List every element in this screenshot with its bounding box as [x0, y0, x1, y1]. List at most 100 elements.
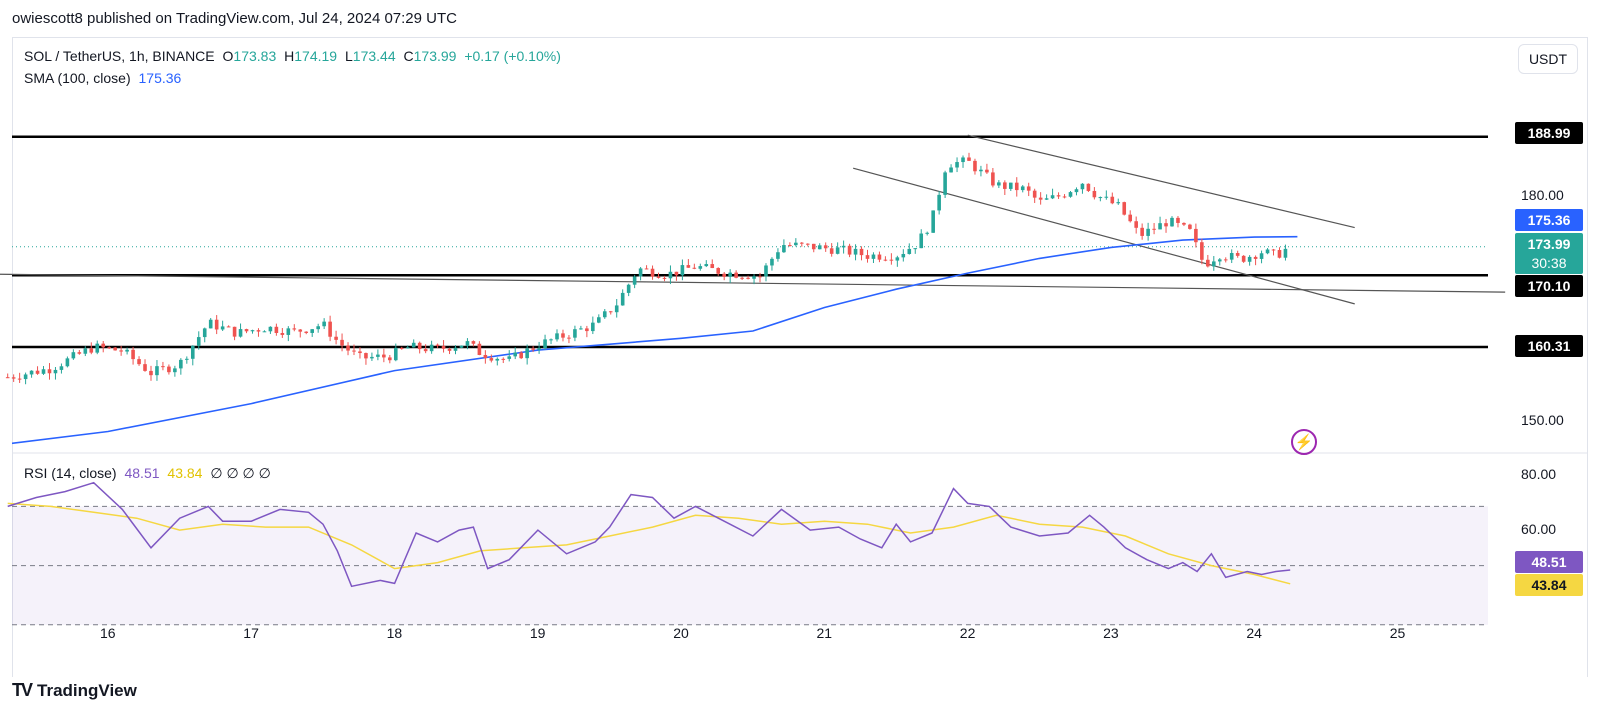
- candle-body-98: [591, 322, 595, 332]
- candle-body-182: [1092, 190, 1097, 198]
- open-value: 173.83: [233, 48, 277, 64]
- support-tag-2: 160.31: [1515, 335, 1583, 357]
- candle-body-196: [1176, 217, 1180, 223]
- time-tick-16: 16: [100, 625, 116, 641]
- candle-body-138: [829, 248, 834, 254]
- candle-body-13: [83, 348, 88, 354]
- candle-body-191: [1146, 228, 1150, 236]
- candle-body-120: [722, 273, 726, 277]
- candle-body-126: [758, 276, 762, 278]
- candle-body-204: [1223, 259, 1228, 261]
- candle-body-167: [1003, 182, 1007, 189]
- candle-body-176: [1056, 195, 1061, 197]
- candle-body-30: [185, 358, 189, 360]
- candle-body-55: [334, 336, 338, 340]
- candle-body-121: [728, 272, 732, 277]
- candle-body-128: [770, 258, 774, 266]
- candle-body-46: [280, 332, 285, 335]
- candle-body-24: [149, 370, 153, 376]
- candle-body-73: [441, 345, 446, 349]
- candle-body-15: [95, 343, 100, 353]
- candle-body-119: [716, 268, 721, 274]
- candle-body-214: [1283, 248, 1288, 258]
- candle-body-207: [1241, 255, 1246, 262]
- candle-body-185: [1110, 196, 1115, 204]
- candle-body-91: [549, 339, 553, 341]
- candle-body-77: [465, 341, 470, 346]
- price-tick-150: 150.00: [1521, 412, 1564, 428]
- candle-body-132: [794, 242, 798, 246]
- candle-body-113: [680, 265, 685, 276]
- candle-body-72: [435, 344, 440, 346]
- candle-body-173: [1038, 197, 1043, 200]
- candle-body-212: [1271, 249, 1276, 251]
- candle-body-170: [1020, 186, 1025, 191]
- rsi-value: 48.51: [124, 465, 160, 481]
- sma-tag: 175.36: [1515, 209, 1583, 231]
- candle-body-193: [1158, 223, 1162, 230]
- rsi-extras: ∅ ∅ ∅ ∅: [210, 465, 271, 481]
- high-label: H: [284, 48, 295, 64]
- candle-body-188: [1128, 214, 1133, 222]
- candle-body-162: [973, 160, 977, 172]
- candle-body-125: [752, 276, 756, 279]
- resistance-tag: 188.99: [1515, 122, 1583, 144]
- candle-body-99: [597, 317, 601, 323]
- candle-body-114: [686, 265, 691, 268]
- publisher-line: owiescott8 published on TradingView.com,…: [12, 10, 457, 27]
- candle-body-150: [901, 253, 906, 258]
- candle-body-210: [1259, 253, 1264, 259]
- lightning-bolt-icon[interactable]: ⚡: [1291, 429, 1317, 455]
- candle-body-81: [489, 358, 494, 361]
- candle-body-42: [256, 330, 261, 332]
- candle-body-177: [1062, 196, 1067, 198]
- candle-body-75: [453, 347, 458, 351]
- candle-body-133: [800, 242, 804, 244]
- candle-body-8: [53, 369, 58, 374]
- candle-body-82: [495, 358, 500, 361]
- candle-body-184: [1104, 196, 1109, 198]
- candle-body-140: [841, 245, 846, 248]
- candle-body-11: [71, 352, 76, 359]
- candle-body-33: [202, 328, 207, 338]
- candle-body-87: [525, 348, 529, 359]
- candle-body-101: [608, 311, 613, 313]
- candle-body-39: [238, 329, 243, 337]
- candle-body-154: [925, 232, 929, 234]
- candle-body-36: [220, 326, 225, 330]
- candle-body-180: [1080, 183, 1085, 190]
- candle-body-166: [997, 182, 1001, 186]
- candle-body-64: [388, 357, 392, 361]
- candle-body-103: [620, 292, 625, 306]
- candle-body-118: [710, 264, 715, 269]
- candle-body-135: [811, 243, 816, 250]
- open-label: O: [222, 48, 234, 64]
- candle-body-96: [579, 328, 583, 330]
- candle-body-171: [1026, 186, 1031, 191]
- candle-body-86: [519, 352, 523, 359]
- candle-body-189: [1134, 221, 1138, 228]
- trendline-1: [853, 167, 1355, 305]
- candle-body-124: [746, 277, 750, 279]
- candle-body-145: [871, 254, 876, 259]
- currency-button[interactable]: USDT: [1518, 44, 1578, 74]
- candle-body-84: [507, 356, 512, 359]
- candle-body-111: [668, 271, 673, 279]
- high-value: 174.19: [294, 48, 338, 64]
- candle-body-54: [328, 321, 332, 337]
- candle-body-94: [567, 337, 571, 339]
- candle-body-48: [292, 328, 297, 330]
- candle-body-136: [817, 245, 822, 250]
- candle-body-122: [734, 272, 738, 278]
- rsi-legend: RSI (14, close) 48.51 43.84 ∅ ∅ ∅ ∅: [24, 465, 275, 482]
- candle-body-41: [250, 330, 255, 332]
- time-tick-19: 19: [529, 625, 546, 641]
- candle-body-67: [405, 347, 410, 349]
- candle-body-58: [352, 350, 356, 352]
- candle-body-155: [931, 210, 935, 233]
- candle-body-163: [979, 169, 983, 172]
- time-tick-17: 17: [243, 625, 259, 641]
- candle-body-115: [692, 267, 697, 269]
- last-price-tag: 173.99: [1515, 233, 1583, 255]
